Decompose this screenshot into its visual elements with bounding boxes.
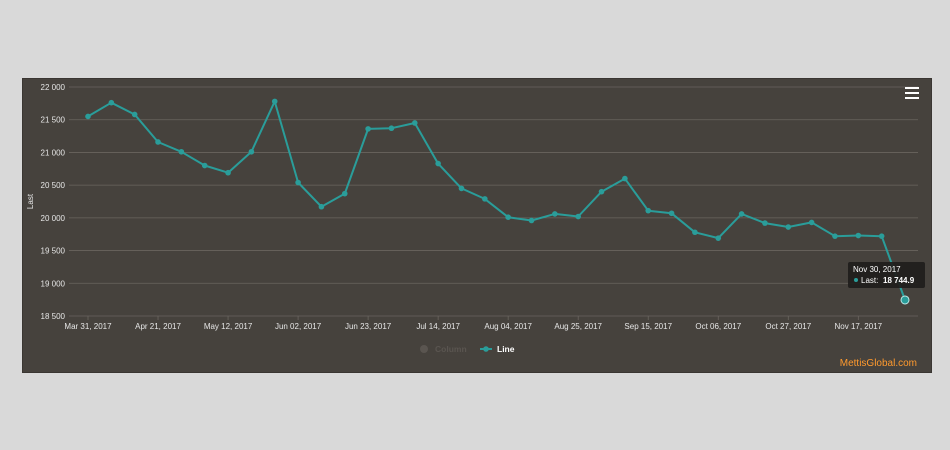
- data-point: [108, 99, 115, 106]
- credit-link[interactable]: MettisGlobal.com: [839, 358, 917, 369]
- data-point: [622, 175, 628, 182]
- data-point: [598, 188, 605, 195]
- data-point: [552, 211, 558, 217]
- data-point: [412, 120, 418, 126]
- data-point: [692, 229, 698, 236]
- x-tick-label: Jun 02, 2017: [275, 322, 322, 331]
- data-point: [738, 211, 745, 217]
- data-point: [131, 111, 138, 118]
- x-tick-label: Apr 21, 2017: [135, 322, 181, 331]
- data-point: [762, 220, 768, 226]
- data-point: [248, 148, 255, 155]
- data-point: [808, 219, 815, 226]
- x-tick-label: Sep 15, 2017: [624, 322, 672, 331]
- y-tick-label: 21 500: [41, 116, 66, 125]
- legend-marker: [483, 346, 489, 352]
- legend-marker: [420, 345, 428, 353]
- data-point: [318, 203, 325, 210]
- data-point: [575, 213, 581, 220]
- data-point: [435, 160, 441, 167]
- legend: Column Line: [420, 344, 515, 354]
- data-point: [85, 113, 91, 120]
- hamburger-menu-icon[interactable]: [905, 87, 919, 99]
- data-point: [715, 235, 722, 241]
- legend-item-column[interactable]: Column: [435, 344, 467, 354]
- x-tick-label: Oct 27, 2017: [765, 322, 811, 331]
- x-tick-label: Jul 14, 2017: [416, 322, 460, 331]
- tooltip-value: 18 744.9: [883, 276, 915, 285]
- chart-container: 22 000 21 500 21 000 20 500 20 000 19 500 19 0…: [22, 78, 932, 373]
- x-tick-label: Oct 06, 2017: [695, 322, 741, 331]
- data-point: [785, 224, 792, 230]
- data-point: [225, 169, 231, 176]
- y-tick-label: 20 500: [41, 181, 66, 190]
- data-point: [832, 233, 838, 239]
- data-point: [645, 207, 652, 214]
- x-tick-label: Nov 17, 2017: [835, 322, 883, 331]
- tooltip: Nov 30, 2017 Last: 18 744.9: [848, 262, 925, 288]
- data-point: [528, 217, 535, 224]
- y-tick-label: 19 500: [41, 247, 66, 256]
- x-tick-label: Aug 04, 2017: [484, 322, 532, 331]
- x-tick-label: Jun 23, 2017: [345, 322, 392, 331]
- data-point: [155, 139, 161, 145]
- data-point: [482, 196, 488, 202]
- data-point: [900, 295, 910, 305]
- data-point: [505, 214, 511, 221]
- y-axis-label: Last: [26, 193, 35, 209]
- x-tick-label: May 12, 2017: [204, 322, 253, 331]
- tooltip-date: Nov 30, 2017: [853, 265, 901, 274]
- data-point: [341, 190, 348, 197]
- data-point: [201, 162, 208, 169]
- y-tick-label: 21 000: [41, 148, 66, 157]
- data-point: [365, 126, 371, 132]
- data-point: [271, 98, 278, 105]
- data-point: [458, 185, 465, 192]
- x-tick-label: Aug 25, 2017: [554, 322, 602, 331]
- y-tick-label: 22 000: [41, 83, 66, 92]
- series-line: [87, 100, 906, 301]
- tooltip-marker: [854, 278, 858, 282]
- legend-item-line[interactable]: Line: [497, 344, 515, 354]
- line-chart: 22 000 21 500 21 000 20 500 20 000 19 500 19 0…: [26, 83, 925, 354]
- y-tick-label: 20 000: [41, 214, 66, 223]
- data-point: [855, 232, 862, 239]
- y-tick-label: 19 000: [41, 279, 66, 288]
- data-point: [295, 179, 301, 186]
- tooltip-box: [848, 262, 925, 288]
- data-point: [388, 125, 395, 132]
- tooltip-label: Last:: [861, 276, 878, 285]
- data-point: [668, 210, 675, 217]
- data-point: [878, 233, 885, 239]
- x-tick-label: Mar 31, 2017: [64, 322, 112, 331]
- data-point: [178, 148, 185, 155]
- y-tick-label: 18 500: [41, 312, 66, 321]
